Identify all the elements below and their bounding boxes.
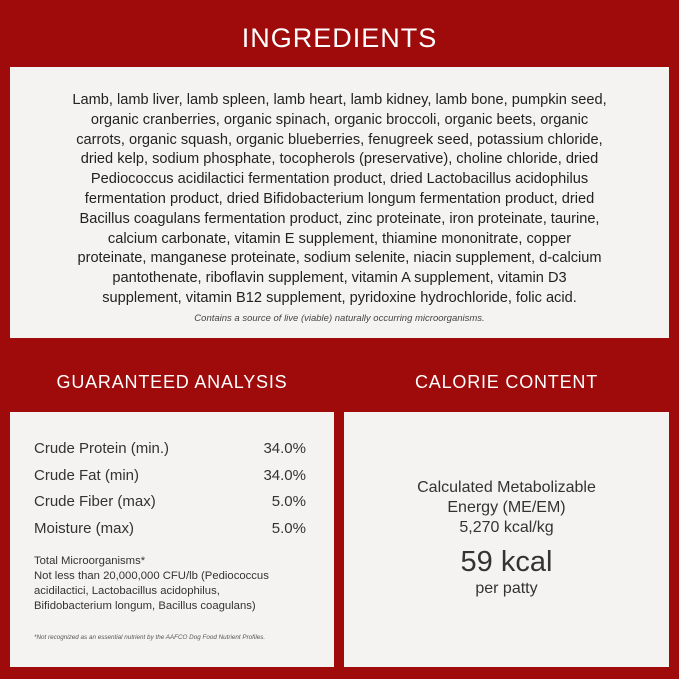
- ingredients-line: organic cranberries, organic spinach, or…: [90, 111, 589, 128]
- micro-line: Not less than 20,000,000 CFU/lb (Pedioco…: [34, 570, 269, 582]
- analysis-row: Crude Fat (min) 34.0%: [34, 463, 306, 490]
- ingredients-line: Bacillus coagulans fermentation product,…: [79, 210, 600, 227]
- analysis-label: Crude Protein (min.): [34, 440, 170, 457]
- analysis-label: Crude Fat (min): [34, 466, 140, 484]
- calorie-per-patty-value: 59 kcal: [460, 546, 553, 578]
- calorie-line: Calculated Metabolizable: [417, 479, 596, 496]
- analysis-label: Crude Fiber (max): [34, 493, 156, 510]
- microorganisms-text: Total Microorganisms* Not less than 20,0…: [34, 554, 306, 614]
- analysis-row: Crude Fiber (max) 5.0%: [34, 489, 306, 516]
- ingredients-line: pantothenate, riboflavin supplement, vit…: [112, 270, 567, 287]
- ingredients-line: Pediococcus acidilactici fermentation pr…: [90, 171, 589, 188]
- ingredients-line: calcium carbonate, vitamin E supplement,…: [107, 230, 572, 247]
- ingredients-title: INGREDIENTS: [241, 23, 438, 53]
- ingredients-line: dried kelp, sodium phosphate, tocopherol…: [80, 151, 599, 168]
- analysis-table: Crude Protein (min.) 34.0% Crude Fat (min…: [34, 436, 306, 542]
- ingredients-line: supplement, vitamin B12 supplement, pyri…: [102, 289, 577, 306]
- analysis-value: 34.0%: [263, 466, 306, 484]
- calorie-content-title: CALORIE CONTENT: [414, 372, 599, 392]
- ingredients-line: carrots, organic squash, organic blueber…: [76, 131, 603, 148]
- ingredients-line: Lamb, lamb liver, lamb spleen, lamb hear…: [72, 92, 607, 108]
- analysis-value: 5.0%: [271, 493, 306, 510]
- analysis-value: 5.0%: [271, 519, 306, 537]
- micro-line: acidilactici, Lactobacillus acidophilus,: [34, 585, 220, 597]
- ingredients-panel: Lamb, lamb liver, lamb spleen, lamb hear…: [10, 67, 669, 338]
- ingredients-text: Lamb, lamb liver, lamb spleen, lamb hear…: [10, 91, 669, 309]
- calorie-line: 5,270 kcal/kg: [459, 519, 554, 536]
- guaranteed-analysis-title: GUARANTEED ANALYSIS: [56, 372, 288, 392]
- guaranteed-analysis-panel: Crude Protein (min.) 34.0% Crude Fat (min…: [10, 412, 334, 667]
- per-patty-label: per patty: [475, 580, 538, 597]
- micro-line: Total Microorganisms*: [34, 555, 146, 567]
- footnote: *Not recognized as an essential nutrient…: [34, 634, 266, 641]
- ingredients-line: fermentation product, dried Bifidobacter…: [84, 190, 595, 207]
- analysis-row: Moisture (max) 5.0%: [34, 516, 306, 543]
- calorie-line: Energy (ME/EM): [447, 499, 566, 516]
- calorie-content-panel: Calculated Metabolizable Energy (ME/EM) …: [344, 412, 669, 667]
- ingredients-note: Contains a source of live (viable) natur…: [194, 312, 485, 324]
- analysis-label: Moisture (max): [34, 519, 135, 537]
- analysis-row: Crude Protein (min.) 34.0%: [34, 436, 306, 463]
- micro-line: Bifidobacterium longum, Bacillus coagula…: [34, 600, 256, 612]
- ingredients-line: proteinate, manganese proteinate, sodium…: [77, 250, 602, 267]
- analysis-value: 34.0%: [263, 440, 306, 457]
